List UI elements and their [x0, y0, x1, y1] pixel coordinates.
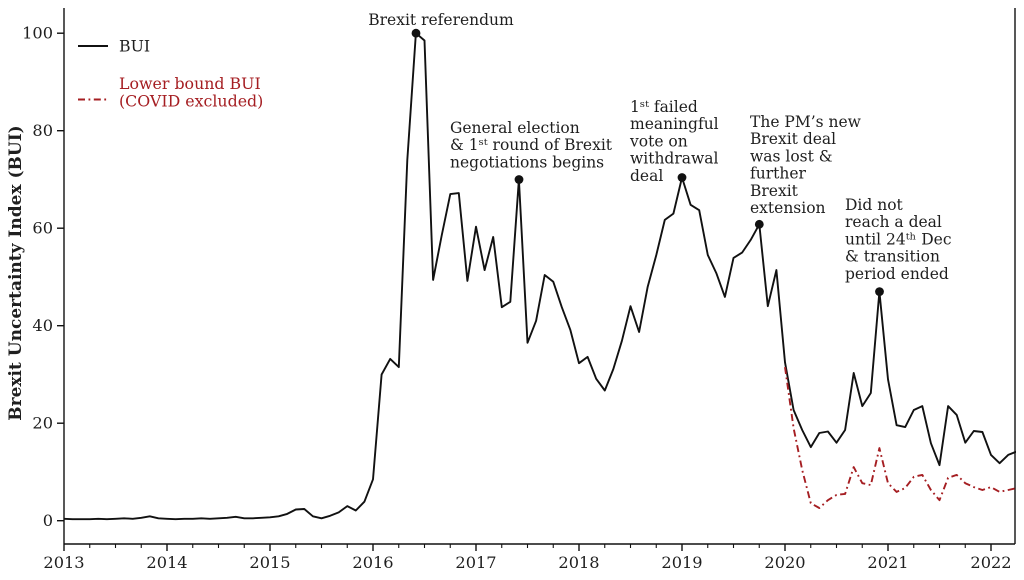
y-tick-label: 60 — [32, 219, 53, 238]
annotation-line: period ended — [845, 265, 949, 283]
y-tick-label: 0 — [43, 511, 53, 530]
x-tick-label: 2020 — [764, 553, 805, 572]
annotation-line: Brexit referendum — [368, 11, 514, 29]
annotation-line: extension — [750, 199, 826, 217]
annotation-line: Brexit deal — [750, 130, 836, 148]
x-tick-label: 2018 — [558, 553, 599, 572]
annotation-line: & transition — [845, 248, 940, 266]
annotation-line: 1ˢᵗ failed — [630, 98, 698, 116]
x-tick-label: 2015 — [249, 553, 290, 572]
annotation-dot — [411, 28, 421, 38]
annotation-dot — [875, 287, 884, 296]
annotation-dot — [677, 173, 687, 182]
annotation-text: The PM’s new Brexit deal was lost & further… — [750, 113, 862, 217]
annotation-line: Brexit — [750, 182, 799, 200]
annotation-line: meaningful — [630, 115, 719, 133]
y-tick-label: 80 — [32, 121, 53, 140]
annotation-line: further — [750, 165, 807, 183]
annotation-dot — [754, 219, 764, 229]
legend-label-line: (COVID excluded) — [119, 92, 263, 111]
legend-label-line: Lower bound BUI — [119, 74, 261, 93]
annotation-line: & 1ˢᵗ round of Brexit — [450, 136, 613, 154]
annotation-text: General election & 1ˢᵗ round of Brexit neg… — [450, 119, 613, 171]
x-tick-label: 2019 — [661, 553, 702, 572]
x-tick-label: 2016 — [352, 553, 393, 572]
bui-line — [63, 32, 1016, 521]
y-tick-label: 100 — [22, 24, 53, 43]
y-axis-label: Brexit Uncertainty Index (BUI) — [6, 125, 26, 420]
legend: BUI Lower bound BUI (COVID excluded) — [78, 37, 263, 111]
y-tick-label: 20 — [32, 414, 53, 433]
annotation-line: vote on — [629, 132, 688, 150]
x-tick-label: 2021 — [867, 553, 908, 572]
lower-bound-line — [784, 366, 1016, 509]
annotation-line: until 24ᵗʰ Dec — [845, 230, 952, 248]
annotation-text: 1ˢᵗ failed meaningful vote on withdrawal dea… — [629, 98, 719, 185]
legend-label-bui: BUI — [119, 37, 150, 56]
annotation-dot — [514, 175, 524, 184]
x-tick-label: 2014 — [146, 553, 187, 572]
x-tick-label: 2022 — [970, 553, 1011, 572]
legend-label-lower-bound: Lower bound BUI (COVID excluded) — [119, 74, 263, 111]
x-tick-label: 2017 — [455, 553, 496, 572]
x-tick-label: 2013 — [43, 553, 84, 572]
annotation-line: was lost & — [750, 147, 833, 165]
annotation-line: deal — [630, 167, 663, 185]
annotation-line: General election — [450, 119, 580, 137]
y-tick-label: 40 — [32, 316, 53, 335]
annotation-text: Brexit referendum — [368, 11, 514, 29]
annotation-line: withdrawal — [630, 150, 719, 168]
annotation-line: Did not — [845, 196, 904, 214]
annotation-text: Did not reach a deal until 24ᵗʰ Dec & trans… — [845, 196, 952, 283]
annotation-line: negotiations begins — [450, 153, 604, 171]
annotation-line: reach a deal — [845, 213, 942, 231]
annotation-line: The PM’s new — [750, 113, 862, 131]
